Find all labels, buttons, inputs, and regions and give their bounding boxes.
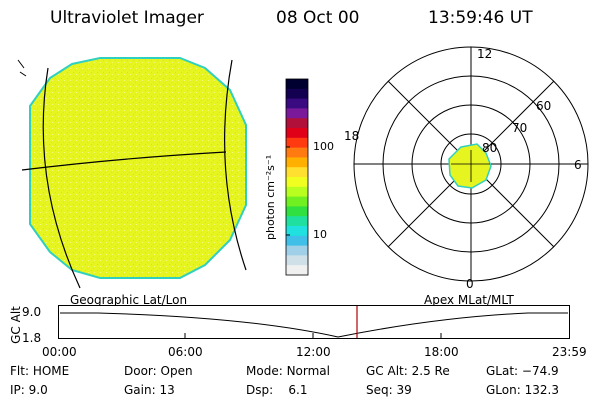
date-label: 08 Oct 00 (276, 8, 360, 28)
status-gc-alt: GC Alt: 2.5 Re (366, 364, 450, 378)
colorbar-band (286, 79, 308, 90)
status-seq: Seq: 39 (366, 383, 412, 397)
colorbar-band (286, 137, 308, 149)
time-tick-0000: 00:00 (42, 345, 77, 359)
y-tick-bottom: 1.8 (22, 331, 42, 345)
status-flt: Flt: HOME (10, 364, 70, 378)
colorbar-band (286, 167, 308, 178)
colorbar-band (286, 177, 308, 188)
time-tick-0600: 06:00 (168, 345, 203, 359)
colorbar-label-10: 10 (313, 228, 327, 241)
mlt-label-12: 12 (477, 47, 492, 61)
colorbar-frame (285, 78, 309, 276)
colorbar-band (286, 255, 308, 266)
gc-alt-axis-title: GC Alt (9, 306, 23, 344)
altitude-curve (60, 312, 568, 338)
time-tick-1200: 12:00 (296, 345, 331, 359)
status-ip: IP: 9.0 (10, 383, 48, 397)
instrument-title: Ultraviolet Imager (50, 8, 204, 28)
colorbar-unit-label: photon cm⁻²s⁻¹ (264, 155, 277, 240)
geographic-caption: Geographic Lat/Lon (70, 293, 188, 307)
colorbar: photon cm⁻²s⁻¹ (264, 78, 309, 276)
status-door: Door: Open (124, 364, 193, 378)
colorbar-band (286, 245, 308, 256)
y-tick-top: 9.0 (22, 305, 42, 319)
longitude-line-left (42, 67, 81, 289)
colorbar-band (286, 118, 308, 129)
mlt-label-18: 18 (344, 129, 359, 143)
colorbar-band (286, 226, 308, 237)
colorbar-band (286, 186, 308, 198)
colorbar-band (286, 88, 308, 100)
time-label: 13:59:46 UT (428, 8, 533, 28)
lat-label-70: 70 (512, 121, 527, 135)
mlt-label-0: 0 (466, 277, 474, 290)
status-dsp: Dsp: 6.1 (246, 383, 308, 397)
colorbar-band (286, 265, 308, 276)
time-tick-2359: 23:59 (552, 345, 587, 359)
timeline-frame (58, 305, 570, 339)
colorbar-band (286, 235, 308, 247)
colorbar-band (286, 216, 308, 227)
uv-disk (29, 57, 247, 279)
colorbar-band (286, 108, 308, 119)
status-glon: GLon: 132.3 (486, 383, 559, 397)
colorbar-band (286, 196, 308, 207)
longitude-line-right (224, 59, 247, 271)
colorbar-band (286, 157, 308, 168)
lat-label-60: 60 (536, 99, 551, 113)
geographic-disk-image (17, 57, 247, 289)
time-tick-1800: 18:00 (424, 345, 459, 359)
apex-caption: Apex MLat/MLT (424, 293, 514, 307)
status-mode: Mode: Normal (246, 364, 330, 378)
auroral-oval (448, 143, 492, 189)
colorbar-gradient (286, 79, 308, 276)
colorbar-band (286, 206, 308, 217)
status-gain: Gain: 13 (124, 383, 175, 397)
colorbar-band (286, 98, 308, 109)
colorbar-band (286, 128, 308, 139)
tick-mark (17, 59, 27, 77)
mlt-label-6: 6 (574, 158, 582, 172)
status-glat: GLat: −74.9 (486, 364, 559, 378)
altitude-timeline (58, 305, 570, 339)
polar-mlt-plot: 12 6 0 18 60 70 80 (344, 46, 589, 290)
colorbar-band (286, 147, 308, 158)
colorbar-label-100: 100 (313, 140, 334, 153)
lat-label-80: 80 (482, 141, 497, 155)
